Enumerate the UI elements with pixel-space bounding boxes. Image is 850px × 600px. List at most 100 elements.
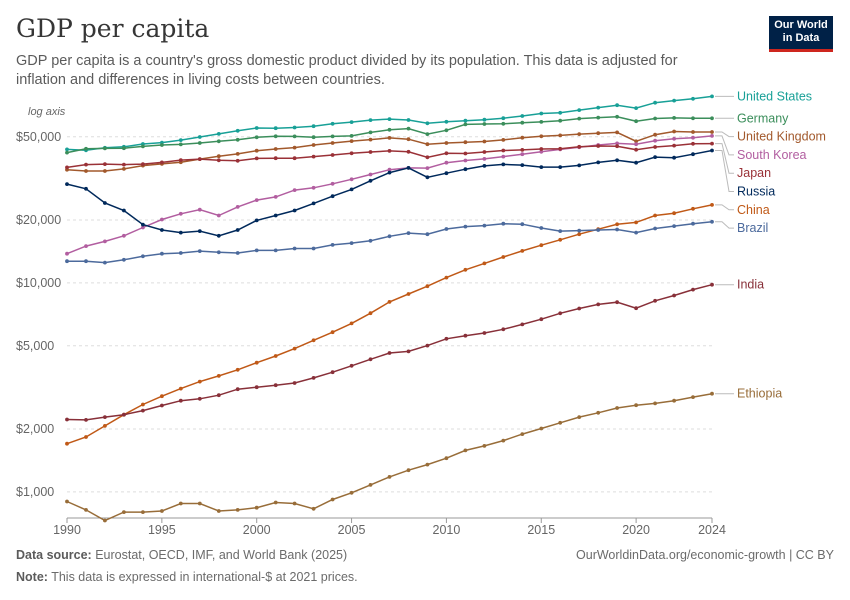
data-point-india[interactable]: [368, 357, 373, 362]
legend-label-china[interactable]: China: [737, 203, 770, 217]
data-point-russia[interactable]: [103, 201, 107, 205]
data-point-united-kingdom[interactable]: [387, 136, 392, 140]
data-point-china[interactable]: [235, 367, 240, 372]
data-point-russia[interactable]: [311, 201, 316, 206]
data-point-china[interactable]: [65, 441, 69, 446]
data-point-russia[interactable]: [425, 175, 430, 180]
data-point-russia[interactable]: [653, 155, 657, 160]
data-point-india[interactable]: [65, 417, 69, 422]
data-point-ethiopia[interactable]: [387, 475, 392, 479]
data-point-china[interactable]: [216, 374, 221, 378]
data-point-japan[interactable]: [710, 141, 714, 146]
data-point-russia[interactable]: [292, 208, 297, 213]
data-point-ethiopia[interactable]: [330, 497, 335, 502]
data-point-japan[interactable]: [691, 141, 695, 146]
data-point-china[interactable]: [482, 261, 487, 266]
data-point-germany[interactable]: [197, 141, 202, 145]
data-point-ethiopia[interactable]: [368, 483, 373, 487]
data-point-russia[interactable]: [539, 165, 544, 170]
data-point-brazil[interactable]: [653, 226, 657, 231]
data-point-brazil[interactable]: [254, 248, 259, 253]
data-point-south-korea[interactable]: [311, 185, 316, 190]
data-point-russia[interactable]: [672, 155, 676, 160]
data-point-ethiopia[interactable]: [539, 426, 544, 431]
data-point-russia[interactable]: [349, 187, 354, 192]
data-point-india[interactable]: [406, 349, 411, 354]
data-point-japan[interactable]: [65, 165, 69, 170]
data-point-russia[interactable]: [122, 208, 126, 213]
data-point-japan[interactable]: [349, 151, 354, 156]
data-point-united-states[interactable]: [406, 118, 411, 122]
data-point-japan[interactable]: [387, 149, 392, 153]
data-point-united-kingdom[interactable]: [444, 141, 449, 145]
data-point-united-kingdom[interactable]: [501, 138, 506, 142]
data-point-south-korea[interactable]: [520, 152, 525, 157]
data-point-south-korea[interactable]: [482, 157, 487, 161]
data-point-united-states[interactable]: [330, 121, 335, 126]
data-point-brazil[interactable]: [387, 234, 392, 239]
data-point-china[interactable]: [463, 267, 468, 272]
data-point-united-states[interactable]: [425, 121, 430, 126]
data-point-ethiopia[interactable]: [84, 508, 88, 512]
data-point-japan[interactable]: [160, 160, 164, 165]
data-point-united-kingdom[interactable]: [653, 132, 657, 137]
data-point-india[interactable]: [596, 302, 601, 307]
data-point-ethiopia[interactable]: [482, 444, 487, 448]
data-point-united-states[interactable]: [653, 100, 657, 105]
data-point-germany[interactable]: [103, 146, 107, 151]
data-point-germany[interactable]: [710, 116, 714, 121]
data-point-japan[interactable]: [558, 146, 563, 151]
data-point-russia[interactable]: [178, 230, 183, 235]
data-point-brazil[interactable]: [615, 227, 619, 232]
data-point-south-korea[interactable]: [84, 244, 88, 249]
data-point-germany[interactable]: [444, 128, 449, 133]
data-point-brazil[interactable]: [197, 249, 202, 254]
data-point-japan[interactable]: [577, 144, 582, 149]
data-point-south-korea[interactable]: [122, 233, 126, 238]
data-point-south-korea[interactable]: [501, 154, 506, 159]
data-point-united-kingdom[interactable]: [84, 169, 88, 173]
data-point-united-states[interactable]: [178, 138, 183, 143]
data-point-united-states[interactable]: [558, 110, 563, 115]
data-point-japan[interactable]: [197, 157, 202, 162]
data-point-germany[interactable]: [425, 132, 430, 137]
data-point-united-kingdom[interactable]: [710, 130, 714, 134]
data-point-united-kingdom[interactable]: [558, 133, 563, 138]
data-point-russia[interactable]: [368, 178, 373, 183]
data-point-japan[interactable]: [501, 148, 506, 153]
data-point-south-korea[interactable]: [425, 166, 430, 171]
data-point-china[interactable]: [501, 255, 506, 259]
data-point-brazil[interactable]: [691, 221, 695, 226]
data-point-germany[interactable]: [178, 142, 183, 147]
data-point-india[interactable]: [577, 306, 582, 311]
data-point-brazil[interactable]: [444, 227, 449, 231]
data-point-germany[interactable]: [235, 137, 240, 142]
data-point-brazil[interactable]: [292, 246, 297, 251]
data-point-united-states[interactable]: [235, 128, 240, 133]
data-point-germany[interactable]: [330, 134, 335, 139]
data-point-india[interactable]: [141, 408, 145, 413]
data-point-ethiopia[interactable]: [520, 432, 525, 436]
data-point-india[interactable]: [216, 393, 221, 398]
data-point-germany[interactable]: [368, 130, 373, 135]
data-point-brazil[interactable]: [406, 231, 411, 236]
data-point-united-kingdom[interactable]: [463, 140, 468, 145]
data-point-united-states[interactable]: [368, 118, 373, 122]
data-point-china[interactable]: [653, 213, 657, 218]
legend-label-united-states[interactable]: United States: [737, 89, 812, 103]
data-point-india[interactable]: [197, 396, 202, 401]
data-point-india[interactable]: [653, 298, 657, 303]
data-point-brazil[interactable]: [216, 250, 221, 255]
data-point-russia[interactable]: [216, 233, 221, 238]
data-point-russia[interactable]: [197, 229, 202, 234]
data-point-united-states[interactable]: [349, 120, 354, 124]
series-united-states[interactable]: [65, 94, 714, 153]
data-point-japan[interactable]: [425, 155, 430, 160]
data-point-brazil[interactable]: [672, 224, 676, 229]
data-point-russia[interactable]: [615, 158, 619, 163]
data-point-india[interactable]: [387, 351, 392, 355]
data-point-ethiopia[interactable]: [65, 499, 69, 504]
data-point-russia[interactable]: [235, 228, 240, 232]
data-point-united-states[interactable]: [273, 126, 278, 131]
data-point-japan[interactable]: [178, 158, 183, 163]
